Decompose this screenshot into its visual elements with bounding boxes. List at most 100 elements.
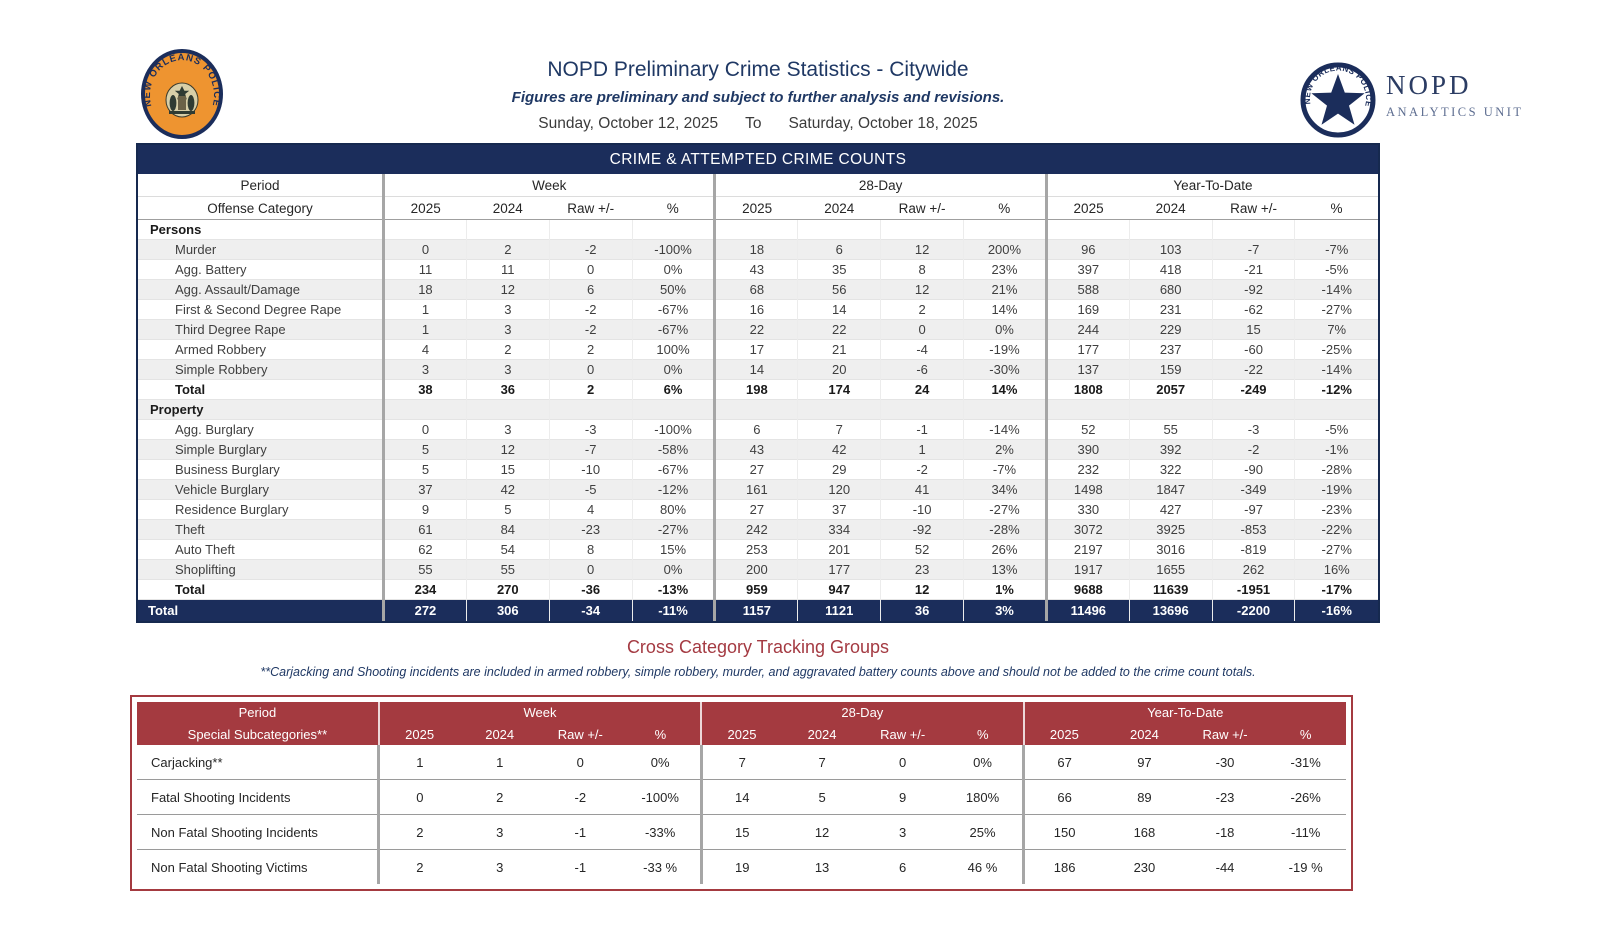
value-cell: 244 — [1044, 319, 1130, 340]
value-cell: -30 — [1215, 754, 1235, 770]
empty-cell — [713, 219, 798, 240]
value-cell: 201 — [797, 539, 881, 560]
value-cell: 23% — [963, 259, 1047, 280]
value-cell: 680 — [1128, 279, 1213, 300]
value-cell: 2057 — [1128, 379, 1213, 400]
value-cell: -3 — [548, 419, 633, 440]
row-label: Non Fatal Shooting Victims — [137, 849, 379, 884]
value-cell: -6 — [880, 359, 964, 380]
value-cell: 1808 — [1044, 379, 1130, 400]
empty-cell — [548, 399, 633, 420]
value-cell: 5 — [465, 499, 550, 520]
value-cell: 253 — [713, 539, 798, 560]
value-cell: -22% — [1294, 519, 1378, 540]
value-cell: 390 — [1044, 439, 1130, 460]
value-cell: -100% — [631, 419, 715, 440]
value-cell: 3072 — [1044, 519, 1130, 540]
value-cell: -22 — [1211, 359, 1295, 380]
value-cell: 14 — [699, 779, 782, 815]
value-cell: 200% — [963, 239, 1047, 260]
value-cell: 15 — [465, 459, 550, 480]
value-cell: -19 % — [1265, 849, 1346, 884]
value-cell: 1655 — [1128, 559, 1213, 580]
value-cell: -7 — [1211, 239, 1295, 260]
empty-cell — [1211, 399, 1295, 420]
value-cell: 16% — [1294, 559, 1378, 580]
value-cell: 1 — [880, 439, 964, 460]
grand-total-cell: 1157 — [713, 599, 798, 621]
value-cell: 18 — [382, 279, 467, 300]
table-banner: CRIME & ATTEMPTED CRIME COUNTS — [138, 145, 1378, 174]
row-label: Carjacking** — [151, 754, 223, 770]
star-circle-icon: NEW ORLEANS POLICE — [1300, 62, 1376, 138]
value-cell: 4 — [548, 499, 633, 520]
sub-header: 2025 — [1022, 723, 1105, 745]
value-cell: -1 — [539, 814, 621, 850]
value-cell: -28% — [1294, 459, 1378, 480]
group-header: 28-Day — [700, 702, 1024, 723]
value-cell: 2 — [377, 814, 460, 850]
value-cell: -14% — [963, 419, 1047, 440]
logo-nopd-text: NOPD — [1386, 70, 1472, 100]
value-cell: 3 — [459, 814, 540, 850]
value-cell: 6% — [631, 379, 715, 400]
value-cell: -25% — [1294, 339, 1378, 360]
offense-row: Total 38 36 2 6% 198 174 24 14% 1808 2057 -249 -12% — [138, 379, 1378, 400]
value-cell: 13% — [963, 559, 1047, 580]
value-cell: 55 — [382, 559, 467, 580]
value-cell: 150 — [1022, 814, 1105, 850]
logo-unit-text: ANALYTICS UNIT — [1386, 105, 1524, 119]
empty-cell — [1044, 399, 1130, 420]
value-cell: -14% — [1294, 359, 1378, 380]
value-cell: -67% — [631, 319, 715, 340]
value-cell: -3 — [1211, 419, 1295, 440]
value-cell: 0 — [548, 359, 633, 380]
value-cell: 1 — [382, 319, 467, 340]
empty-cell — [880, 399, 964, 420]
value-cell: 12 — [880, 579, 964, 600]
value-cell: 0% — [650, 754, 670, 770]
value-cell: 1 — [382, 299, 467, 320]
value-cell: -2 — [548, 319, 633, 340]
grand-total-cell: -2200 — [1211, 599, 1295, 621]
header-group-row: Period Week 28-Day Year-To-Date — [138, 174, 1378, 197]
value-cell: -11% — [1265, 814, 1346, 850]
value-cell: 0 — [548, 559, 633, 580]
value-cell: 66 — [1022, 779, 1105, 815]
sub-header: % — [942, 723, 1024, 745]
sub-header: 2024 — [797, 196, 881, 220]
cross-category-heading: Cross Category Tracking Groups — [626, 637, 890, 657]
nopd-badge-icon: NEW ORLEANS POLICE — [141, 49, 223, 139]
empty-cell — [548, 219, 633, 240]
value-cell: -1 — [539, 849, 621, 884]
row-label: Vehicle Burglary — [138, 479, 384, 500]
grand-total-cell: -16% — [1294, 599, 1378, 621]
value-cell: -853 — [1211, 519, 1295, 540]
value-cell: 24 — [880, 379, 964, 400]
value-cell: 7 — [699, 745, 782, 780]
offense-row: Business Burglary 5 15 -10 -67% 27 29 -2 -7% 232 3… — [138, 459, 1378, 480]
value-cell: 17 — [713, 339, 798, 360]
offense-row: Vehicle Burglary 37 42 -5 -12% 161 120 41 34% 149… — [138, 479, 1378, 500]
sub-header: % — [1265, 723, 1346, 745]
value-cell: 80% — [631, 499, 715, 520]
value-cell: 96 — [1044, 239, 1130, 260]
value-cell: -21 — [1211, 259, 1295, 280]
header-sub-row: Offense Category 2025 2024 Raw +/-% 2025 2024… — [138, 196, 1378, 220]
value-cell: -2 — [539, 779, 621, 815]
value-cell: -13% — [631, 579, 715, 600]
value-cell: -5 — [548, 479, 633, 500]
value-cell: 0 — [377, 779, 460, 815]
value-cell: 7 — [818, 754, 826, 770]
value-cell: 427 — [1128, 499, 1213, 520]
sub-header: 2024 — [781, 723, 863, 745]
grand-total-cell: -11% — [631, 599, 715, 621]
value-cell: 6 — [862, 849, 943, 884]
value-cell: -2 — [548, 299, 633, 320]
value-cell: 0 — [382, 239, 467, 260]
value-cell: 2 — [377, 849, 460, 884]
row-label: Non Fatal Shooting Incidents — [137, 814, 379, 850]
offense-row: Residence Burglary 9 5 4 80% 27 37 -10 -27% 330 42… — [138, 499, 1378, 520]
grand-total-cell: 13696 — [1128, 599, 1213, 621]
value-cell: 5 — [382, 439, 467, 460]
